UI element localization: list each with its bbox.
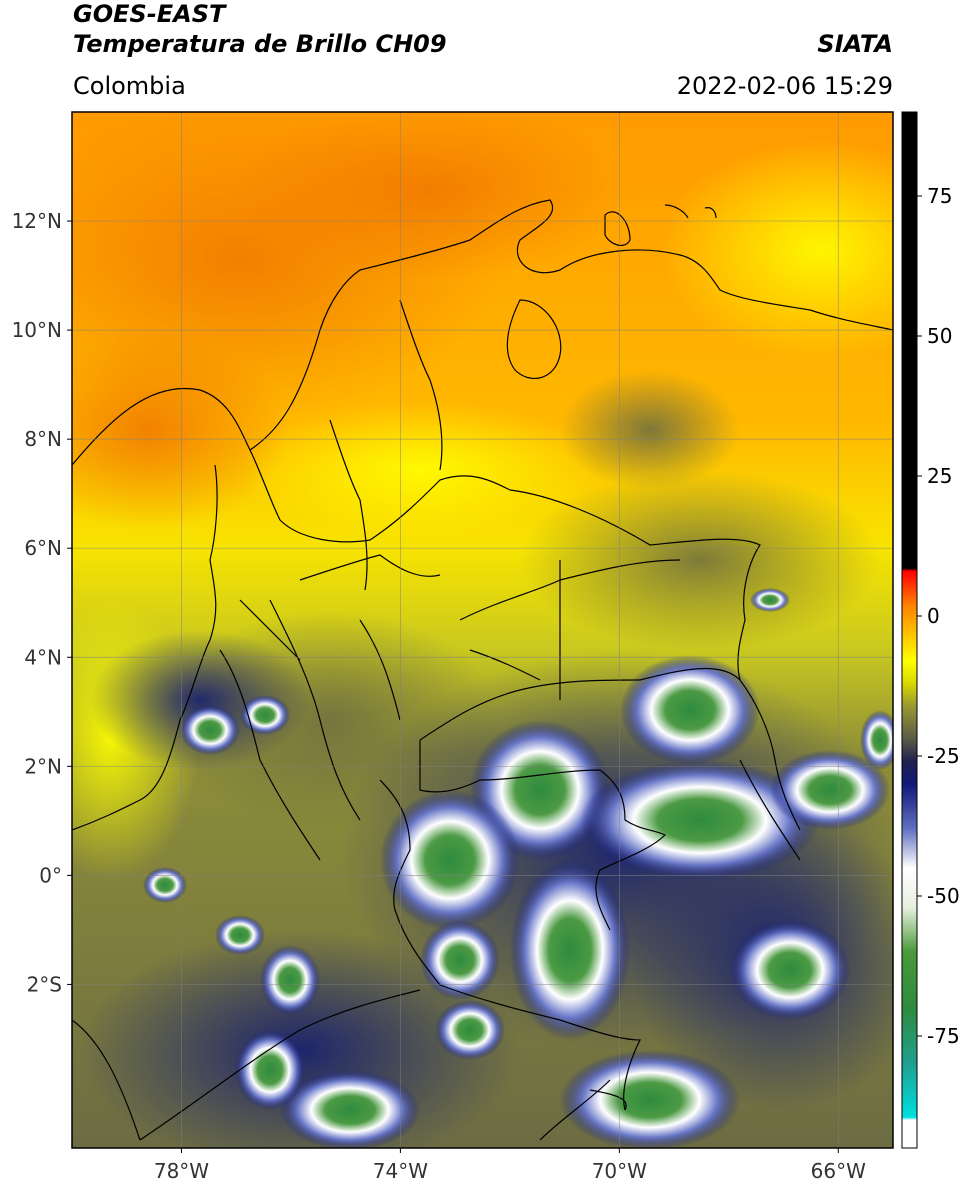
latitude-ticks: 12°N 10°N 8°N 6°N 4°N 2°N 0° 2°S <box>12 209 72 996</box>
colorbar-tick-label: 25 <box>927 464 952 488</box>
lon-tick-label: 78°W <box>154 1159 209 1183</box>
lon-tick-label: 66°W <box>811 1159 866 1183</box>
longitude-ticks: 78°W 74°W 70°W 66°W <box>154 1148 866 1183</box>
lat-tick-label: 2°N <box>24 754 62 778</box>
colorbar-tick-label: 75 <box>927 184 952 208</box>
datetime-label: 2022-02-06 15:29 <box>676 72 893 100</box>
lat-tick-label: 0° <box>39 863 62 887</box>
colorbar-tick-label: -50 <box>927 884 960 908</box>
map-gridlines <box>72 112 893 1148</box>
lat-tick-label: 2°S <box>27 972 62 996</box>
colorbar-ticks: 75 50 25 0 -25 -50 -75 <box>917 184 960 1048</box>
map-imagery <box>72 112 893 1148</box>
product-title: Temperatura de Brillo CH09 <box>73 30 447 58</box>
lon-tick-label: 74°W <box>373 1159 428 1183</box>
region-subtitle: Colombia <box>73 72 186 100</box>
lat-tick-label: 4°N <box>24 645 62 669</box>
satellite-title: GOES-EAST <box>73 0 226 28</box>
lon-tick-label: 70°W <box>592 1159 647 1183</box>
lat-tick-label: 8°N <box>24 427 62 451</box>
colorbar-tick-label: -25 <box>927 744 960 768</box>
colorbar-tick-label: 50 <box>927 324 952 348</box>
lat-tick-label: 12°N <box>12 209 62 233</box>
organization-label: SIATA <box>817 30 893 58</box>
lat-tick-label: 6°N <box>24 536 62 560</box>
lat-tick-label: 10°N <box>12 318 62 342</box>
colorbar-tick-label: 0 <box>927 604 940 628</box>
coastline-borders <box>72 199 893 1141</box>
map-frame <box>71 111 894 1149</box>
colorbar <box>901 111 918 1149</box>
colorbar-tick-label: -75 <box>927 1024 960 1048</box>
